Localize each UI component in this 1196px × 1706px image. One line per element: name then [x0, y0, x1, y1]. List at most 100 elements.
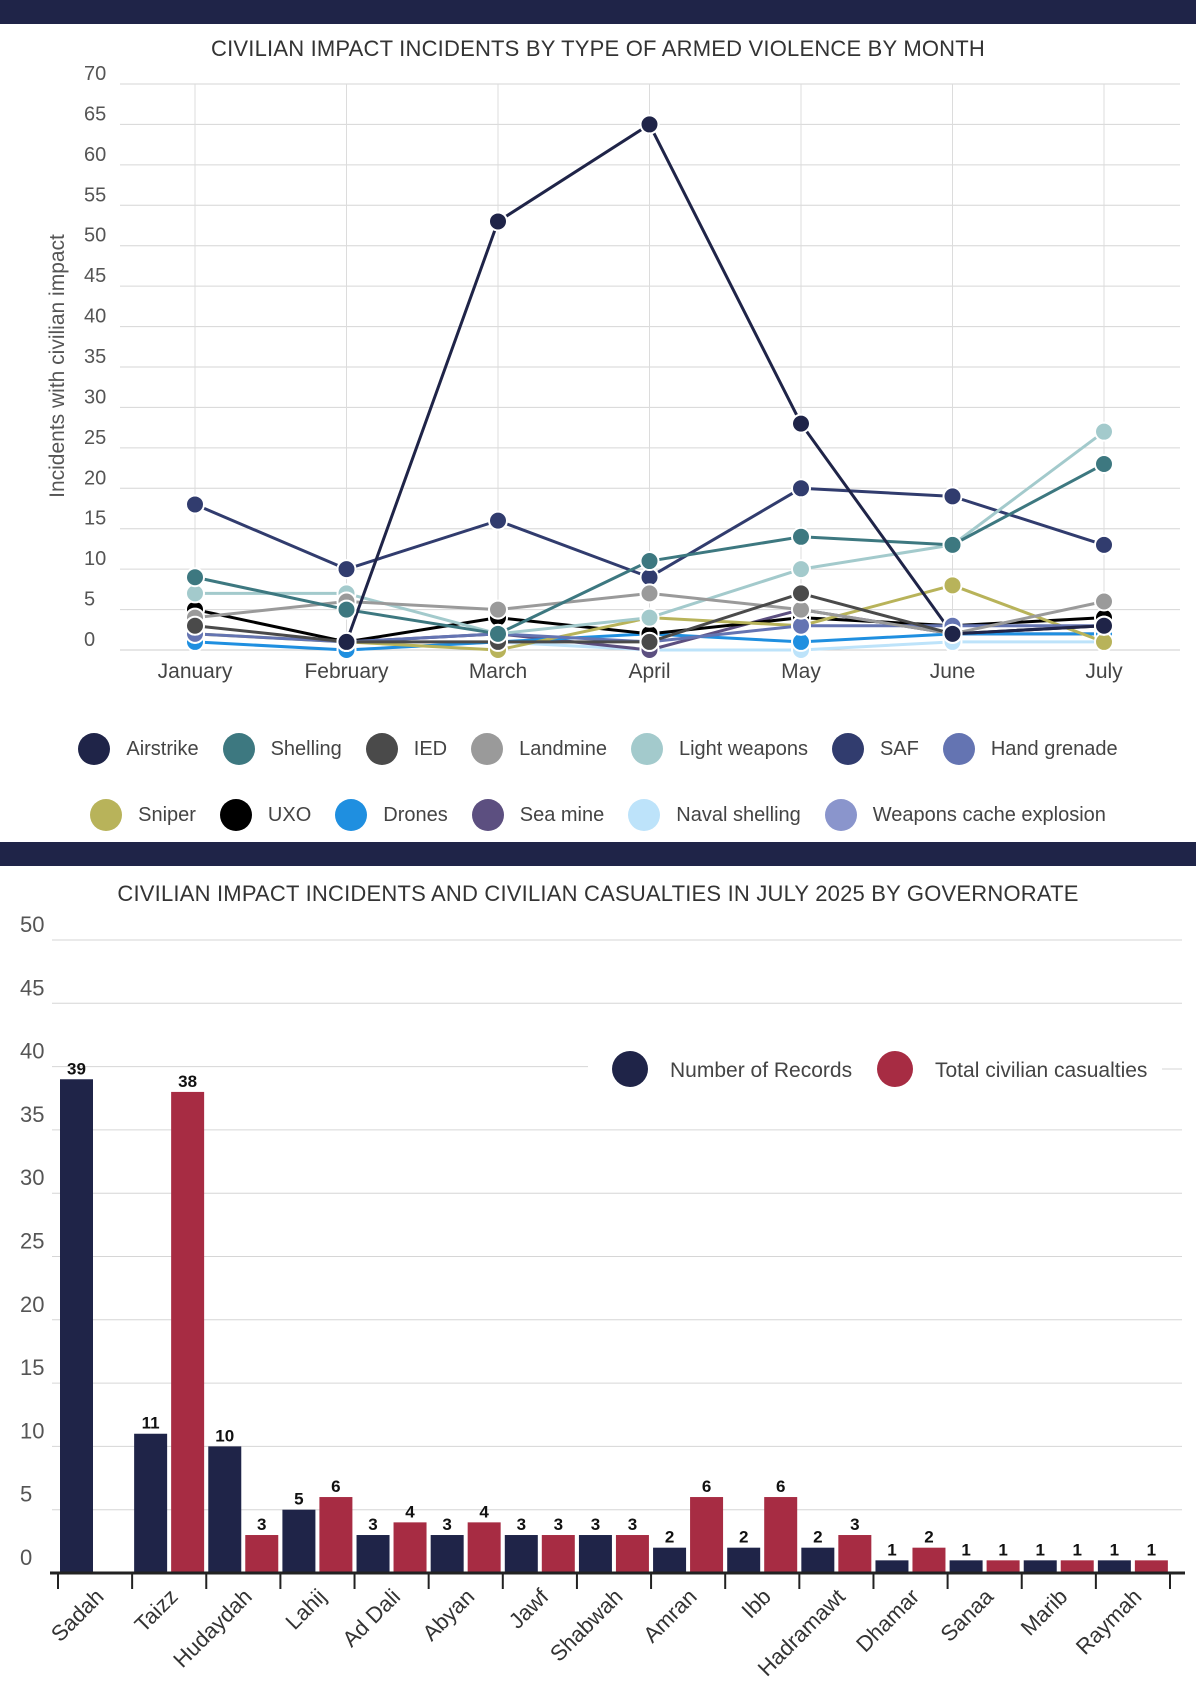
x-tick-label: Sanaa [936, 1583, 999, 1646]
x-tick-label: Hudaydah [168, 1584, 257, 1673]
data-label: 11 [142, 1414, 160, 1433]
y-tick-label: 5 [20, 1482, 32, 1507]
legend-item-saf[interactable]: SAF [831, 733, 919, 765]
bar-total-civilian-casualties-marib [1060, 1560, 1094, 1573]
legend-item-hand-grenade[interactable]: Hand grenade [942, 733, 1118, 765]
legend-item-sniper[interactable]: Sniper [90, 799, 196, 831]
data-label: 3 [442, 1515, 451, 1534]
legend-label: Weapons cache explosion [872, 803, 1106, 826]
legend-item-naval-shelling[interactable]: Naval shelling [628, 799, 801, 831]
legend-item-sea-mine[interactable]: Sea mine [471, 799, 604, 831]
data-label: 2 [739, 1528, 748, 1547]
legend-label: Drones [383, 803, 448, 826]
legend-item-uxo[interactable]: UXO [219, 799, 311, 831]
data-label: 1 [998, 1540, 1007, 1559]
y-tick-label: 50 [84, 225, 106, 247]
legend-item-light-weapons[interactable]: Light weapons [630, 733, 808, 765]
bar-total-civilian-casualties-sanaa [986, 1560, 1020, 1573]
data-label: 39 [67, 1059, 86, 1078]
y-tick-label: 25 [84, 427, 106, 449]
x-tick-label: Ad Dali [337, 1584, 405, 1652]
point-shelling-may [791, 526, 811, 547]
y-tick-label: 65 [84, 103, 106, 125]
legend-label: Shelling [270, 737, 342, 760]
legend-marker-icon [471, 799, 504, 831]
line-chart: 0 5 10 15 20 25 30 35 40 45 50 55 60 65 70 January Febru… [46, 63, 1180, 683]
x-tick-label: Taizz [130, 1584, 183, 1637]
y-tick-label: 30 [84, 386, 106, 408]
bar-number-of-records-ad-dali [356, 1535, 390, 1573]
legend-label: Landmine [519, 737, 607, 760]
point-airstrike-april [639, 114, 660, 135]
y-tick-label: 5 [84, 589, 95, 611]
data-label: 3 [517, 1515, 526, 1534]
legend-item-shelling[interactable]: Shelling [222, 733, 342, 765]
bar-total-civilian-casualties-jawf [541, 1535, 575, 1573]
bar-number-of-records-marib [1023, 1560, 1057, 1573]
y-tick-label: 45 [20, 975, 44, 1000]
y-tick-label: 40 [20, 1039, 44, 1064]
point-shelling-june [942, 534, 963, 555]
data-label: 2 [665, 1528, 674, 1547]
data-label: 2 [813, 1528, 822, 1547]
y-tick-label: 55 [84, 184, 106, 206]
point-landmine-july [1094, 591, 1114, 612]
series-airstrike [345, 122, 1105, 643]
y-tick-label: 30 [20, 1165, 44, 1190]
x-tick-label: July [1085, 660, 1123, 683]
legend-item-airstrike[interactable]: Airstrike [78, 733, 199, 765]
point-airstrike-march [488, 211, 508, 232]
legend-marker-icon [222, 733, 255, 765]
legend-marker-icon [78, 733, 111, 765]
legend-item-ied[interactable]: IED [365, 733, 447, 765]
point-shelling-january [185, 567, 205, 588]
bar-number-of-records-dhamar [875, 1560, 909, 1573]
x-tick-label: Ibb [736, 1584, 775, 1623]
y-tick-label: 25 [20, 1229, 44, 1254]
data-label: 1 [887, 1540, 896, 1559]
legend-item-weapons-cache-explosion[interactable]: Weapons cache explosion [824, 799, 1106, 831]
data-label: 1 [1147, 1540, 1156, 1559]
legend-item-drones[interactable]: Drones [335, 799, 448, 831]
bar-number-of-records-raymah [1097, 1560, 1131, 1573]
legend-label: Airstrike [126, 737, 199, 760]
point-saf-june [942, 486, 963, 507]
legend-label: Sniper [138, 803, 196, 826]
legend-marker-icon [630, 733, 663, 765]
y-tick-label: 0 [20, 1545, 32, 1570]
data-label: 1 [961, 1540, 970, 1559]
point-ied-may [791, 583, 811, 604]
legend-item-landmine[interactable]: Landmine [471, 733, 607, 765]
point-sniper-june [942, 575, 963, 596]
data-label: 38 [178, 1072, 197, 1091]
point-saf-february [336, 559, 357, 580]
data-label: 3 [591, 1515, 600, 1534]
legend-marker-icon [365, 733, 398, 765]
bar-total-civilian-casualties-ad-dali [393, 1522, 427, 1573]
bar-number-of-records-jawf [504, 1535, 538, 1573]
bar-legend: Number of Records Total civilian casualti… [588, 1048, 1188, 1092]
point-airstrike-july [1094, 615, 1114, 636]
bar-number-of-records-hadramawt [801, 1547, 835, 1573]
point-saf-march [488, 510, 508, 531]
line-legend-row-1: Airstrike Shelling IED Landmine Light weapon… [0, 733, 1196, 765]
bar-number-of-records-hudaydah [208, 1446, 242, 1573]
point-ied-january [185, 615, 205, 636]
bar-number-of-records-shabwah [578, 1535, 612, 1573]
bar-total-civilian-casualties-shabwah [615, 1535, 649, 1573]
x-tick-label: Raymah [1071, 1584, 1147, 1660]
bar-total-civilian-casualties-abyan [467, 1522, 501, 1573]
bar-total-civilian-casualties-lahij [319, 1497, 353, 1573]
point-saf-january [185, 494, 205, 515]
bar-total-civilian-casualties-hadramawt [838, 1535, 872, 1573]
data-label: 1 [1035, 1540, 1044, 1559]
point-saf-july [1094, 534, 1114, 555]
y-tick-label: 20 [84, 467, 106, 489]
section-divider-band [0, 842, 1196, 866]
legend-marker-icon [824, 799, 857, 831]
x-tick-label: Abyan [417, 1584, 479, 1646]
legend-marker-icon [219, 799, 252, 831]
data-label: 2 [924, 1528, 933, 1547]
data-label: 4 [479, 1502, 489, 1521]
data-label: 1 [1110, 1540, 1119, 1559]
